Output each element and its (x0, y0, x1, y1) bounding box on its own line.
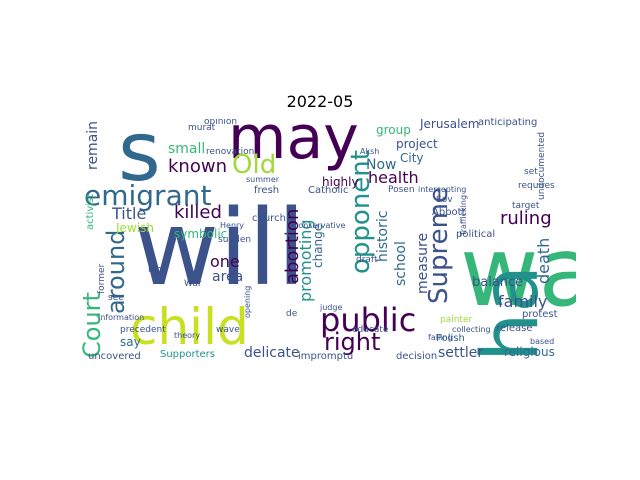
word: small (168, 141, 206, 157)
word: decision (396, 351, 438, 362)
word: painter (440, 315, 473, 325)
word: draft (356, 255, 378, 265)
word: intercepting (418, 185, 467, 194)
word: wa (460, 216, 576, 328)
word: church (252, 213, 286, 224)
word: summer (246, 175, 280, 184)
word: Court (80, 292, 106, 358)
word: de (286, 309, 298, 319)
word: educate (352, 325, 389, 335)
word: release (496, 323, 533, 334)
word: opinion (204, 118, 238, 127)
word-cloud: wa will ha s may child public right emig… (80, 118, 576, 368)
word: remain (85, 120, 101, 170)
word: settler (438, 345, 484, 361)
word: family (498, 292, 548, 311)
word: change (311, 223, 325, 268)
word: right (324, 328, 381, 356)
word: say (120, 335, 141, 349)
word: War (184, 279, 202, 289)
word: ruling (500, 208, 552, 229)
word: falling (428, 333, 453, 342)
word: fresh (254, 185, 280, 196)
word: set (524, 167, 538, 177)
word: impromptu (298, 351, 354, 362)
word: project (396, 137, 438, 151)
figure-title: 2022-05 (286, 92, 354, 111)
word: Now (366, 157, 397, 173)
word: historic (375, 210, 391, 262)
word: Henry (220, 221, 245, 230)
word: one (210, 252, 240, 271)
word: look (148, 265, 167, 275)
word: City (400, 151, 424, 165)
word: murat (188, 123, 216, 133)
word: group (376, 123, 411, 137)
word: may (228, 118, 359, 173)
word: health (368, 168, 419, 187)
word: measure (415, 232, 431, 294)
word: requires (518, 181, 555, 191)
word: will (134, 187, 306, 309)
word: judge (320, 303, 343, 312)
word: highly (322, 175, 359, 189)
word: based (530, 337, 555, 346)
word: Trafficking (459, 194, 468, 236)
word: school (393, 241, 409, 286)
word: information (98, 313, 145, 322)
word: religious (504, 345, 555, 359)
word: anticipating (478, 118, 538, 128)
word: Posen (388, 185, 415, 195)
word: protest (522, 309, 558, 320)
word: renovation (206, 147, 255, 157)
word: uncovered (88, 351, 141, 362)
word: conservative (294, 221, 346, 230)
word: Jewish (116, 221, 154, 235)
word: Supporters (160, 349, 216, 360)
word: former (97, 263, 107, 294)
word: theory (174, 331, 201, 340)
word: Jerusalem (420, 118, 480, 131)
word: Aksh (360, 147, 380, 156)
word: area (212, 269, 244, 285)
word: target (512, 201, 540, 211)
word: balance (472, 275, 524, 290)
word: activist (85, 193, 96, 230)
word: Abbott (432, 207, 466, 218)
word: Title (112, 204, 147, 223)
word: symbolic (174, 227, 228, 241)
word: child (130, 298, 249, 356)
word: collecting (452, 325, 491, 334)
word: see (108, 293, 124, 303)
word: Catholic (308, 185, 349, 196)
word: known (168, 156, 227, 177)
word: opening (243, 285, 252, 318)
word: precedent (120, 325, 166, 335)
word: sudden (218, 235, 252, 245)
word: Polish (436, 333, 465, 344)
word: Sov (436, 195, 453, 205)
word: s (118, 118, 161, 200)
word: public (320, 301, 417, 339)
word: death (534, 237, 553, 284)
word: killed (174, 202, 222, 223)
word: emigrant (84, 179, 212, 212)
word: wave (216, 325, 240, 335)
word: political (456, 229, 496, 240)
word: delicate (244, 345, 300, 361)
word: Old (232, 150, 277, 180)
